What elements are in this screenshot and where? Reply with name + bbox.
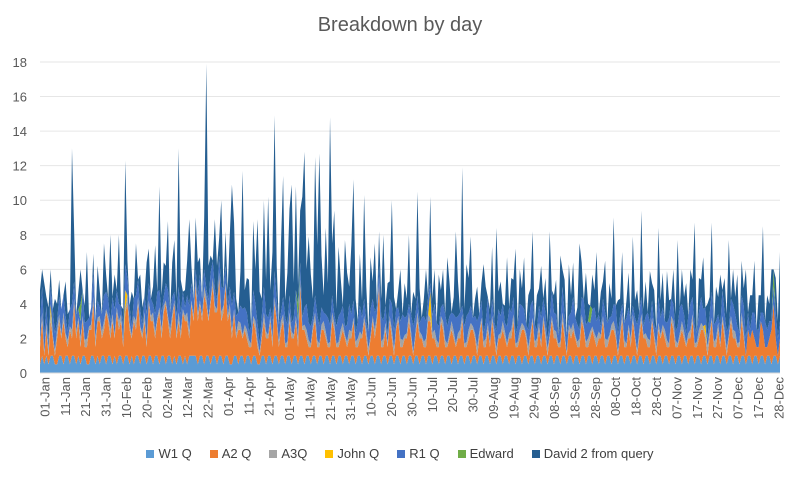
x-tick-label: 10-Jul (425, 377, 440, 413)
x-tick-label: 30-Jun (404, 377, 419, 417)
x-tick-label: 08-Sep (547, 377, 562, 419)
x-tick-label: 17-Nov (690, 377, 705, 419)
x-tick-label: 01-May (282, 377, 297, 421)
legend-swatch (457, 449, 466, 458)
legend-swatch (269, 449, 278, 458)
x-tick-label: 18-Sep (567, 377, 582, 419)
x-tick-label: 30-Jul (466, 377, 481, 413)
x-tick-label: 02-Mar (160, 376, 175, 418)
x-tick-label: 10-Feb (119, 377, 134, 418)
legend-label: David 2 from query (543, 446, 654, 461)
x-tick-label: 20-Jul (445, 377, 460, 413)
x-tick-label: 22-Mar (201, 376, 216, 418)
x-tick-label: 17-Dec (751, 377, 766, 419)
x-tick-label: 28-Sep (588, 377, 603, 419)
y-tick-label: 2 (20, 331, 27, 346)
series-area-a2-q (40, 277, 780, 365)
legend-label: John Q (337, 446, 380, 461)
x-tick-label: 11-Apr (241, 376, 256, 415)
y-tick-label: 4 (20, 297, 27, 312)
legend-label: R1 Q (409, 446, 440, 461)
legend-item: David 2 from query (531, 446, 654, 461)
series-area-r1-q (40, 255, 780, 356)
x-tick-label: 28-Oct (649, 377, 664, 416)
x-tick-label: 12-Mar (180, 376, 195, 418)
legend-swatch (325, 449, 334, 458)
series-area-david-2-from-query (40, 63, 780, 344)
x-tick-label: 31-Jan (99, 377, 114, 417)
x-tick-label: 20-Jun (384, 377, 399, 417)
y-tick-label: 8 (20, 228, 27, 243)
y-tick-label: 14 (13, 124, 27, 139)
x-tick-label: 11-Jan (58, 377, 73, 416)
x-tick-label: 19-Aug (506, 377, 521, 419)
legend-swatch (146, 449, 155, 458)
x-tick-label: 11-May (302, 377, 317, 420)
series-area-a3q (40, 272, 780, 356)
x-tick-label: 08-Oct (608, 377, 623, 416)
y-tick-label: 16 (13, 90, 27, 105)
y-tick-label: 10 (13, 193, 27, 208)
chart-title: Breakdown by day (317, 14, 483, 36)
x-tick-label: 21-Jan (78, 377, 93, 417)
legend-item: R1 Q (397, 446, 440, 461)
x-tick-label: 01-Jan (37, 377, 52, 417)
legend-item: Edward (457, 446, 514, 461)
x-tick-label: 29-Aug (527, 377, 542, 419)
legend-item: John Q (325, 446, 379, 461)
x-tick-label: 07-Nov (669, 377, 684, 419)
x-tick-label: 09-Aug (486, 377, 501, 419)
x-tick-label: 10-Jun (364, 377, 379, 417)
y-tick-label: 6 (20, 262, 27, 277)
y-tick-label: 0 (20, 366, 27, 381)
chart-legend: W1 Q A2 Q A3Q John Q R1 Q Edward David 2 from … (0, 446, 800, 461)
legend-swatch (209, 449, 218, 458)
x-tick-label: 21-May (323, 377, 338, 421)
x-tick-label: 07-Dec (731, 377, 746, 419)
series-area-w1-q (40, 355, 780, 373)
x-tick-label: 01-Apr (221, 376, 236, 416)
x-tick-label: 20-Feb (139, 377, 154, 418)
legend-label: A2 Q (221, 446, 252, 461)
legend-label: A3Q (281, 446, 308, 461)
legend-swatch (397, 449, 406, 458)
x-tick-label: 21-Apr (262, 376, 277, 416)
legend-item: A2 Q (209, 446, 252, 461)
legend-label: Edward (469, 446, 514, 461)
legend-label: W1 Q (158, 446, 192, 461)
x-tick-label: 18-Oct (629, 377, 644, 416)
legend-item: W1 Q (146, 446, 192, 461)
legend-swatch (531, 449, 540, 458)
x-tick-label: 28-Dec (771, 377, 786, 419)
chart-plot-area: 0 2 4 6 8 10 12 14 16 18 01-Jan 11-Jan 21-Jan 31-Jan 1… (13, 55, 787, 421)
legend-item: A3Q (269, 446, 307, 461)
x-tick-label: 27-Nov (710, 377, 725, 419)
y-tick-label: 18 (13, 55, 27, 70)
x-tick-label: 31-May (343, 377, 358, 421)
y-tick-label: 12 (13, 159, 27, 174)
